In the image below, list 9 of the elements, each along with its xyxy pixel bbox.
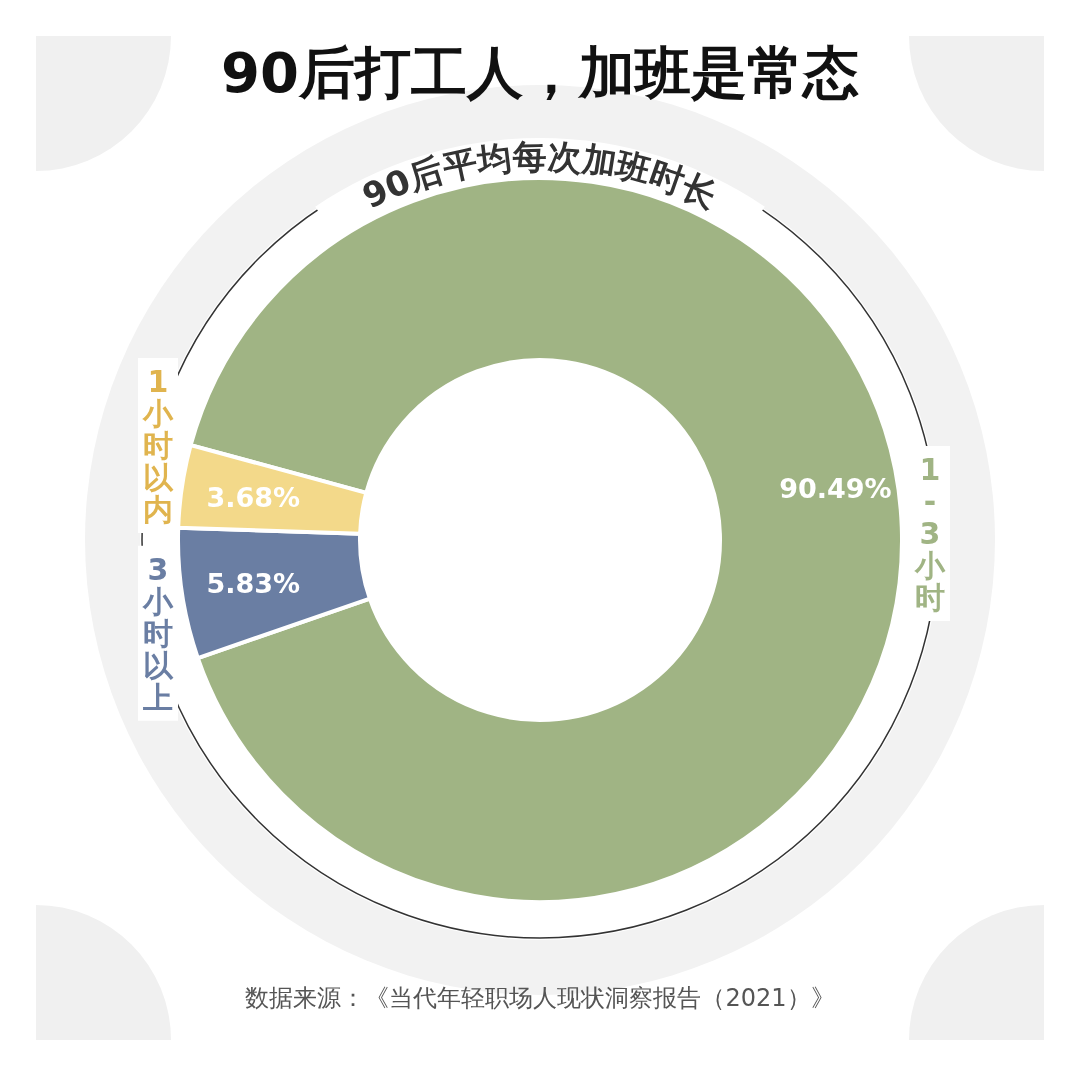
source-note: 数据来源：《当代年轻职场人现状洞察报告（2021）》	[245, 984, 835, 1012]
data-label: 5.83%	[206, 568, 301, 600]
slice-label: 3小时以上	[142, 551, 174, 715]
chart-subtitle: 90后平均每次加班时长	[356, 135, 724, 217]
data-label: 90.49%	[779, 472, 892, 504]
slice-label: 1小时以内	[142, 364, 174, 528]
data-label: 3.68%	[206, 481, 301, 513]
slice-label: 1-3小时	[914, 452, 946, 615]
chart-title: 90后打工人，加班是常态	[221, 40, 859, 105]
